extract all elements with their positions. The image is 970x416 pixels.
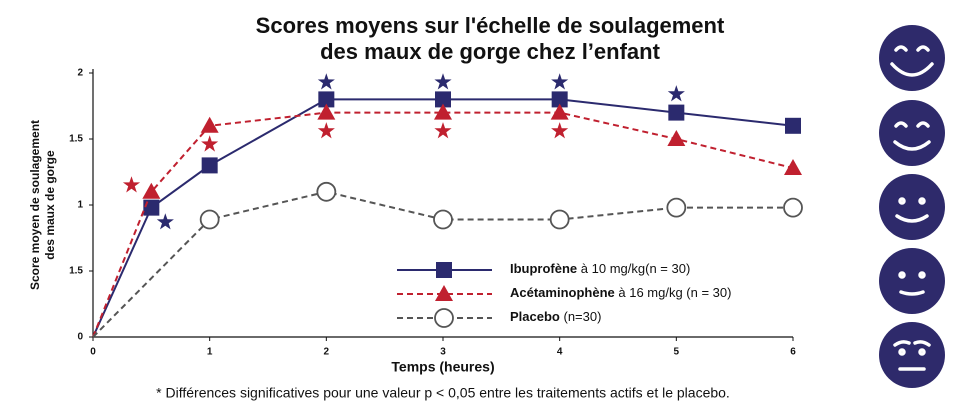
x-tick-label: 6: [790, 347, 796, 358]
marker: [784, 159, 802, 176]
x-tick-label: 0: [90, 347, 96, 358]
marker: [667, 130, 686, 146]
legend-label: Acétaminophène à 16 mg/kg (n = 30): [510, 285, 731, 300]
chart-title: des maux de gorge chez l’enfant: [320, 39, 661, 64]
legend-label: Placebo (n=30): [510, 309, 601, 324]
face-features: [890, 45, 934, 371]
legend-name: Acétaminophène: [510, 285, 615, 300]
legend-label: Ibuprofène à 10 mg/kg(n = 30): [510, 261, 690, 276]
x-tick-label: 2: [324, 347, 330, 358]
series-line: [92, 98, 794, 338]
significance-star: [667, 85, 685, 102]
y-tick-label: 1: [77, 200, 83, 211]
y-tick-label: 1.5: [69, 266, 83, 277]
legend-name: Placebo: [510, 309, 560, 324]
y-axis-label: des maux de gorge: [43, 150, 57, 260]
marker: [549, 209, 570, 230]
marker: [551, 91, 568, 108]
x-tick-label: 1: [207, 347, 213, 358]
x-tick-label: 3: [440, 347, 446, 358]
marker: [200, 116, 219, 133]
y-tick-label: 0: [77, 332, 83, 343]
x-tick-label: 5: [674, 347, 680, 358]
marker: [143, 199, 160, 216]
significance-star: [317, 122, 335, 139]
legend-marker: [435, 285, 453, 301]
y-axis-label: Score moyen de soulagement: [28, 120, 42, 290]
marker: [199, 209, 220, 230]
marker: [142, 182, 161, 199]
marker: [434, 103, 452, 120]
marker: [317, 103, 336, 120]
marker: [668, 104, 685, 121]
marker: [785, 117, 801, 134]
series-line: [92, 111, 794, 338]
significance-star: [122, 176, 141, 193]
marker: [666, 197, 687, 218]
x-tick-label: 4: [557, 347, 563, 358]
legend-dose: à 16 mg/kg (n = 30): [618, 285, 731, 300]
significance-star: [201, 135, 219, 152]
y-tick-label: 1.5: [69, 134, 83, 145]
significance-star: [434, 73, 452, 90]
marker: [201, 157, 218, 174]
legend-dose: à 10 mg/kg(n = 30): [581, 261, 690, 276]
marker: [316, 181, 337, 202]
legend-marker: [436, 262, 452, 278]
x-axis-label: Temps (heures): [391, 359, 494, 375]
marker: [318, 91, 335, 108]
legend-dose: (n=30): [563, 309, 601, 324]
significance-star: [317, 73, 335, 90]
y-tick-label: 2: [77, 68, 83, 79]
marker: [550, 103, 569, 120]
significance-star: [434, 122, 452, 139]
significance-star: [156, 213, 174, 230]
marker: [433, 209, 453, 230]
marker: [783, 197, 803, 218]
footnote: * Différences significatives pour une va…: [156, 385, 730, 401]
legend-name: Ibuprofène: [510, 261, 577, 276]
significance-star: [551, 73, 569, 90]
faces: [879, 25, 945, 388]
legend-marker: [434, 308, 454, 328]
marker: [435, 91, 451, 108]
chart-title: Scores moyens sur l'échelle de soulageme…: [256, 13, 725, 38]
significance-star: [551, 122, 569, 139]
